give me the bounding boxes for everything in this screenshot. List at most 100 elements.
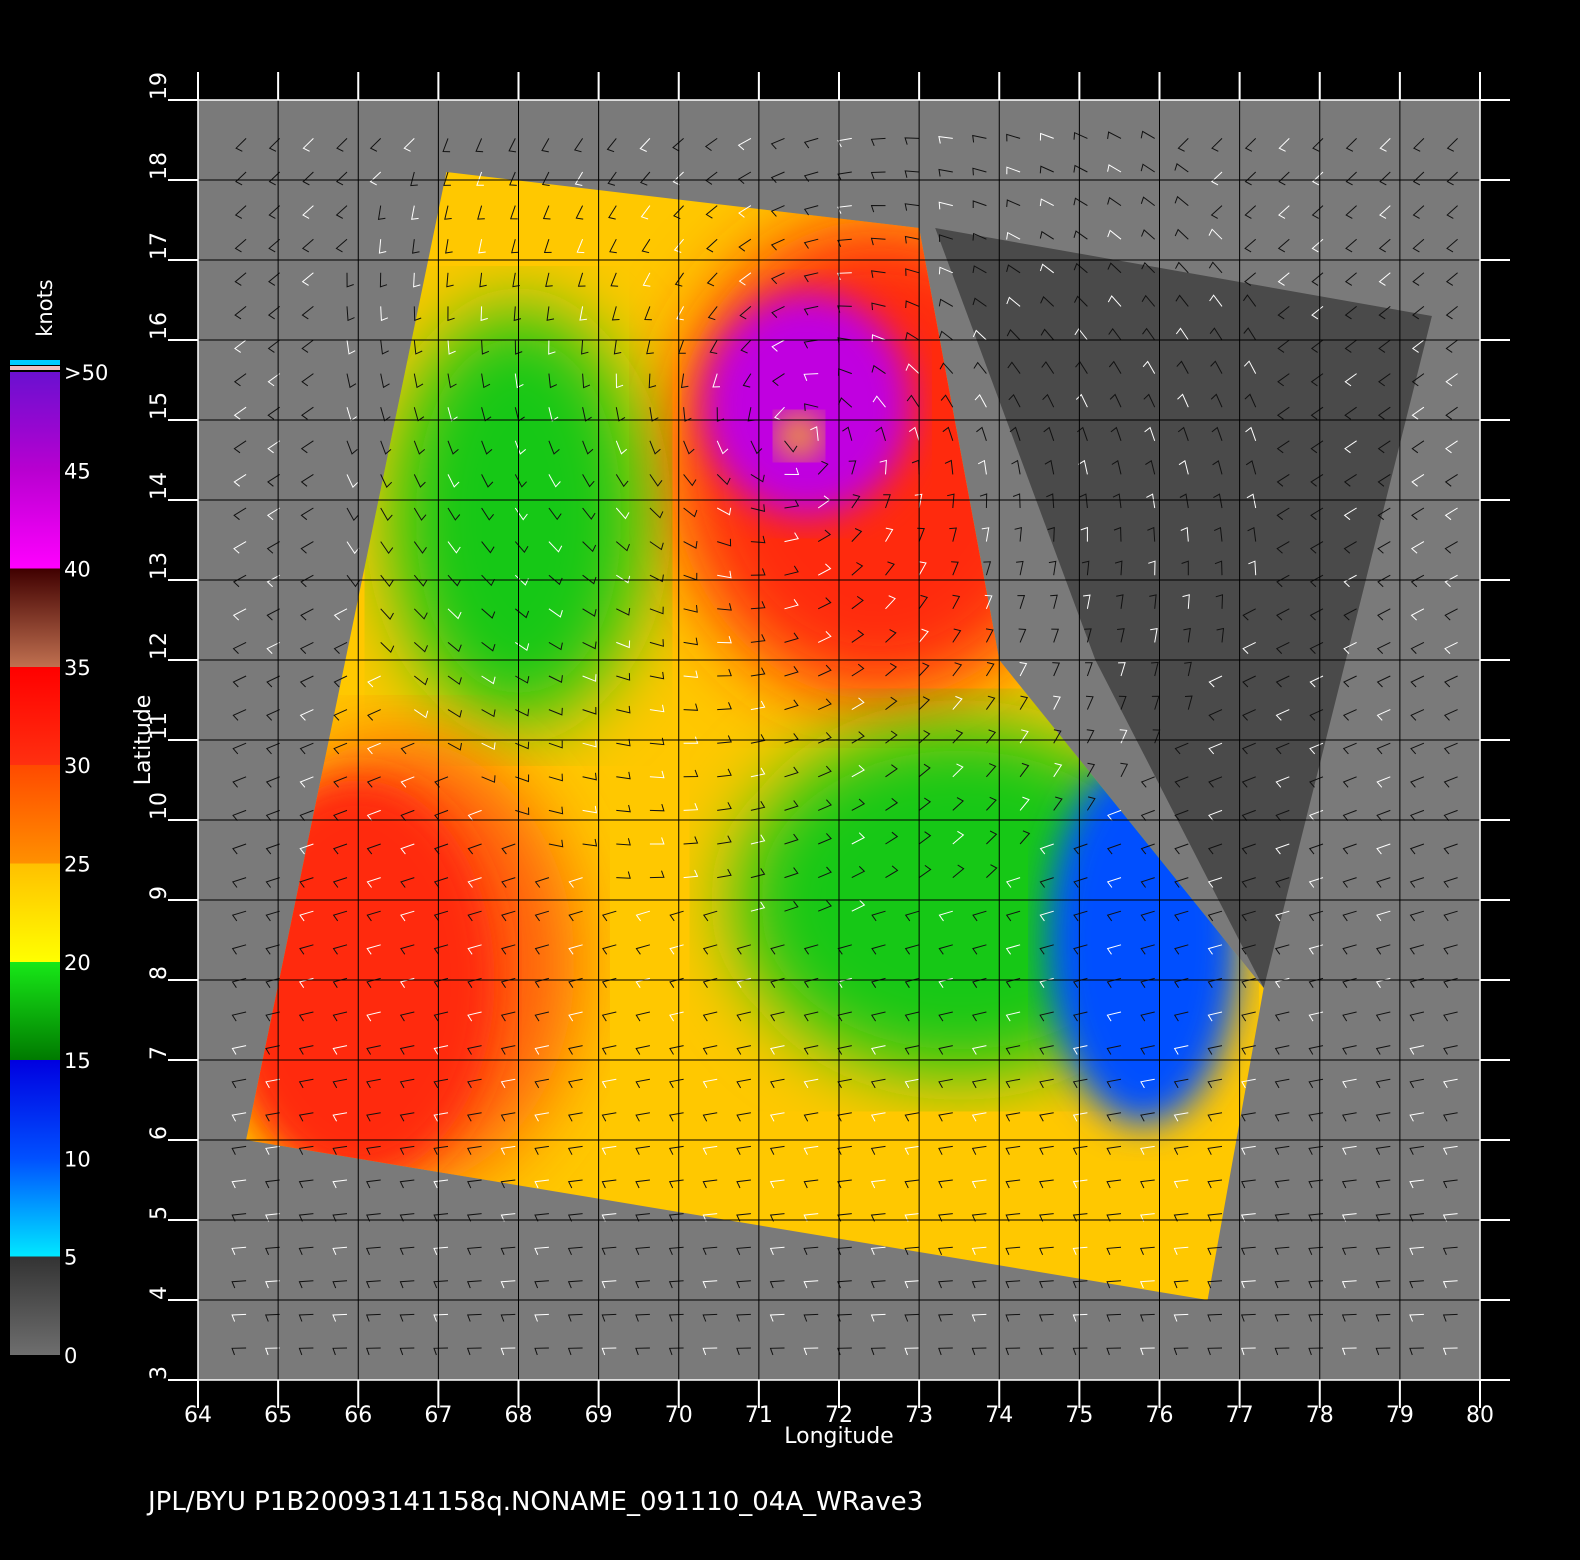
wind-barb [299, 742, 314, 755]
wind-barb [534, 1246, 549, 1256]
wind-barb [837, 137, 852, 148]
wind-barb [548, 839, 564, 848]
wind-barb [918, 594, 929, 610]
wind-barb [548, 373, 558, 389]
wind-barb [365, 1246, 381, 1256]
wind-barb [1277, 339, 1290, 353]
wind-barb [1213, 493, 1223, 509]
wind-barb [1309, 574, 1324, 588]
wind-barb [548, 474, 561, 488]
wind-barb [817, 529, 832, 543]
wind-barb [1208, 809, 1223, 822]
x-tick-label: 78 [1306, 1403, 1334, 1428]
wind-barb [1140, 1145, 1155, 1155]
wind-barb [1309, 608, 1324, 621]
wind-barb [1151, 661, 1159, 677]
wind-barb [1412, 205, 1425, 219]
x-tick-label: 70 [665, 1403, 693, 1428]
wind-barb [265, 1246, 280, 1256]
wind-barb [1119, 729, 1128, 744]
wind-barb [481, 541, 495, 554]
wind-barb [1308, 1011, 1324, 1022]
wind-barb [413, 541, 427, 554]
wind-barb [567, 1246, 583, 1256]
wind-barb [298, 1112, 314, 1122]
wind-barb [1173, 1213, 1189, 1222]
wind-barb [413, 574, 428, 587]
wind-barb [1343, 641, 1357, 654]
wind-barb [399, 1280, 415, 1289]
wind-barb [750, 601, 766, 610]
wind-barb [500, 1280, 516, 1289]
wind-barb [938, 1246, 953, 1256]
wind-barb [332, 944, 348, 955]
wind-barb [1073, 131, 1088, 140]
wind-barb [1446, 138, 1458, 152]
wind-barb [1041, 361, 1055, 374]
wind-barb [367, 675, 381, 688]
wind-barb [1053, 695, 1061, 710]
wind-barb [904, 1179, 920, 1189]
wind-barb [576, 239, 585, 254]
wind-barb [1241, 843, 1256, 855]
wind-barb [1244, 205, 1257, 219]
wind-barb [1244, 138, 1257, 152]
colorbar-label: 35 [64, 656, 91, 680]
wind-barb [268, 138, 281, 152]
wind-barb [837, 205, 852, 214]
wind-barb [266, 641, 280, 654]
wind-barb [1274, 944, 1290, 955]
wind-barb [514, 474, 527, 488]
wind-barb [870, 1246, 886, 1256]
wind-barb [905, 363, 920, 374]
wind-barb [298, 1179, 314, 1189]
wind-barb [266, 608, 280, 621]
wind-barb [1174, 776, 1189, 788]
wind-barb [298, 1045, 314, 1055]
footer-caption: JPL/BYU P1B20093141158q.NONAME_091110_04… [146, 1487, 923, 1517]
wind-barb [870, 171, 886, 180]
wind-barb [1344, 306, 1357, 320]
wind-barb [737, 171, 752, 184]
x-tick-label: 69 [585, 1403, 613, 1428]
wind-barb [267, 473, 280, 487]
wind-barb [616, 608, 631, 616]
wind-barb [332, 910, 348, 922]
x-tick-label: 76 [1146, 1403, 1174, 1428]
wind-barb [885, 696, 898, 710]
wind-barb [332, 1347, 348, 1356]
x-tick-label: 80 [1466, 1403, 1494, 1428]
wind-barb [264, 1347, 280, 1356]
wind-barb [467, 1112, 482, 1122]
wind-barb [1006, 231, 1021, 240]
wind-barb [1342, 809, 1357, 822]
wind-barb [265, 742, 280, 755]
y-tick-label: 11 [147, 712, 172, 740]
wind-barb [1140, 1213, 1155, 1222]
wind-barb [1409, 1179, 1424, 1189]
wind-barb [986, 763, 997, 778]
wind-barb [300, 541, 314, 554]
y-tick-label: 7 [147, 1046, 172, 1060]
wind-barb [346, 407, 357, 422]
wind-barb [904, 1112, 920, 1122]
wind-barb [400, 742, 415, 755]
wind-barb [481, 507, 494, 521]
wind-barb [298, 1313, 314, 1322]
wind-barb [234, 339, 247, 353]
wind-barb [1120, 762, 1129, 778]
colorbar-label: 5 [64, 1246, 77, 1270]
wind-barb [683, 637, 699, 646]
wind-barb [938, 201, 953, 210]
wind-barb [938, 1179, 953, 1189]
wind-barb [500, 1179, 516, 1189]
wind-barb [1375, 1145, 1391, 1155]
wind-barb [582, 373, 591, 389]
wind-barb [601, 1145, 617, 1155]
wind-barb [616, 705, 631, 714]
wind-barb [1344, 373, 1357, 387]
wind-barb [1375, 1179, 1391, 1189]
wind-barb [1244, 393, 1257, 408]
wind-barb [447, 574, 462, 587]
wind-barb [601, 1313, 617, 1322]
